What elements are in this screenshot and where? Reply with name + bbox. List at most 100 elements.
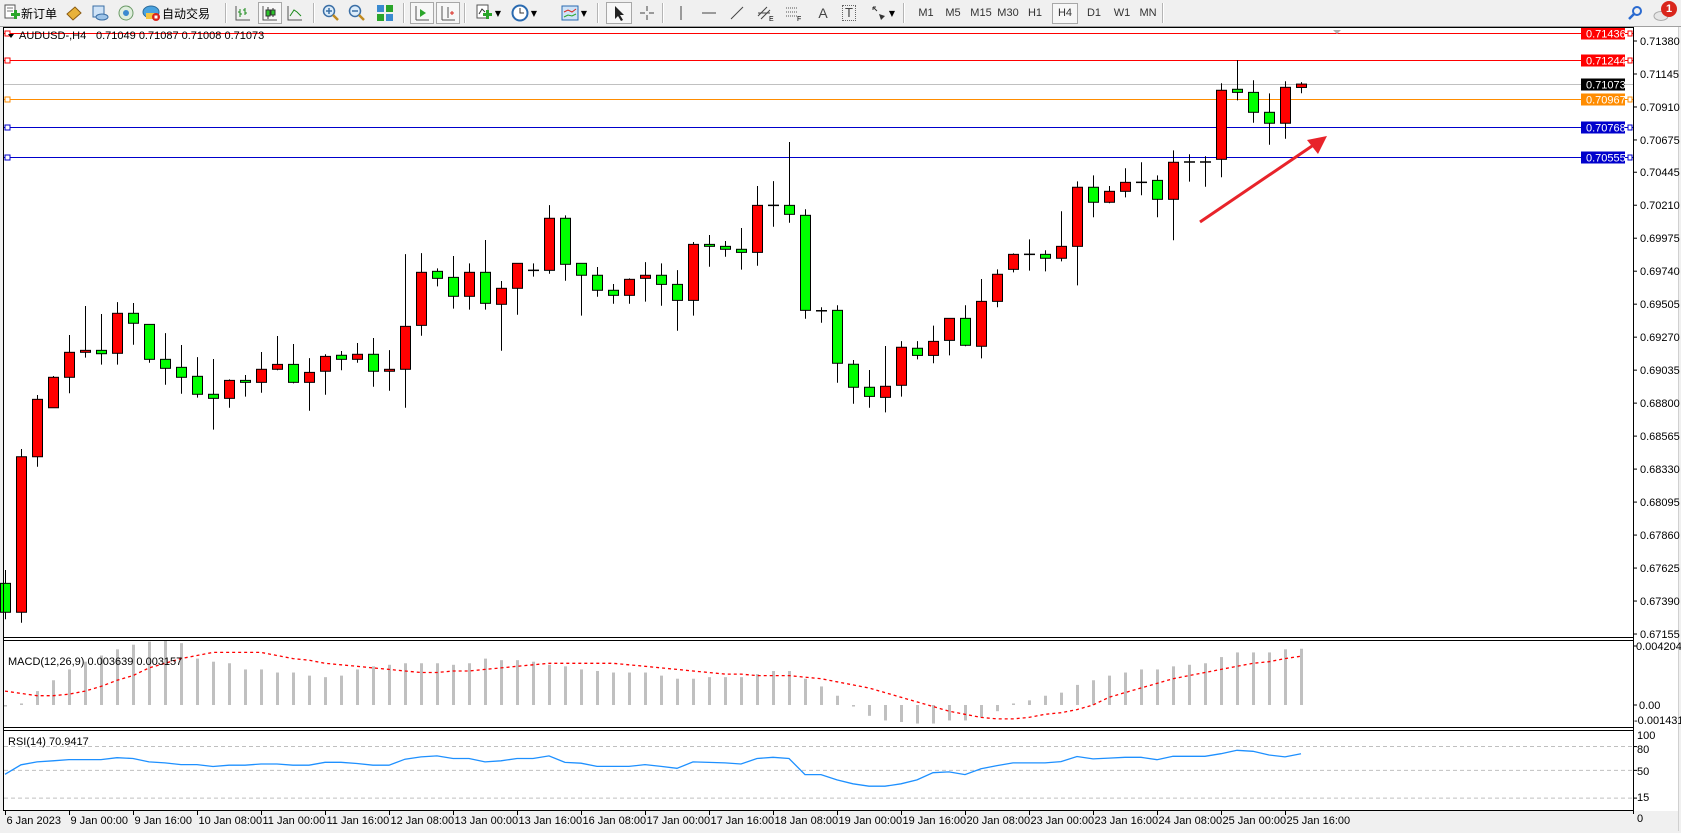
macd-panel[interactable] <box>4 640 1303 724</box>
candle <box>1200 156 1211 187</box>
auto-scroll-button[interactable] <box>410 2 434 24</box>
new-order-button[interactable]: 新订单 <box>3 3 59 23</box>
time-tick-label: 25 Jan 00:00 <box>1223 815 1287 827</box>
zoom-in-button[interactable] <box>320 3 342 23</box>
price-line-label-bg <box>1581 121 1625 134</box>
candle-body-bull <box>896 346 907 386</box>
search-button[interactable] <box>1625 3 1645 23</box>
candle-body-bear <box>432 270 443 279</box>
candle <box>1296 82 1307 94</box>
candle <box>0 570 11 620</box>
candle-body-bear <box>176 366 187 378</box>
templates-dropdown[interactable]: ▼ <box>558 3 590 23</box>
macd-histogram-bar <box>980 705 983 718</box>
candle-body-bear <box>288 363 299 383</box>
candle-body-bull <box>112 312 123 354</box>
main-price-panel[interactable] <box>0 30 1634 623</box>
periods-dropdown[interactable]: ▼ <box>508 3 540 23</box>
current-price-label-bg <box>1581 78 1625 91</box>
indicators-dropdown[interactable]: ▼ <box>472 3 504 23</box>
candle <box>784 142 795 223</box>
price-tick-label: 0.70210 <box>1640 200 1680 212</box>
price-line-label: 0.70967 <box>1586 95 1626 107</box>
period-h4[interactable]: H4 <box>1052 3 1078 24</box>
macd-histogram-bar <box>1172 666 1175 705</box>
period-m30[interactable]: M30 <box>997 7 1019 19</box>
period-w1[interactable]: W1 <box>1113 7 1131 19</box>
candle <box>272 336 283 371</box>
price-tick-label: 0.68095 <box>1640 497 1680 509</box>
crosshair-icon <box>640 6 654 20</box>
candle-body-bull <box>464 271 475 297</box>
price-tick-label: 0.69740 <box>1640 266 1680 278</box>
time-tick-label: 25 Jan 16:00 <box>1287 815 1351 827</box>
vertical-line-tool-button[interactable] <box>670 3 692 23</box>
candle-body-bear <box>864 386 875 397</box>
time-tick-label: 9 Jan 16:00 <box>135 815 193 827</box>
macd-histogram-bar <box>1188 664 1191 705</box>
macd-histogram-bar <box>772 670 775 705</box>
line-chart-button[interactable] <box>284 3 306 23</box>
tile-windows-button[interactable] <box>374 3 396 23</box>
text-label-tool-button[interactable]: T <box>838 3 860 23</box>
macd-histogram-bar <box>548 664 551 705</box>
macd-histogram-bar <box>468 663 471 705</box>
trendline-icon <box>730 6 744 20</box>
period-d1[interactable]: D1 <box>1086 7 1102 19</box>
rsi-axis-0: 0 <box>1637 813 1643 825</box>
candle-body-bear <box>800 214 811 311</box>
macd-histogram-bar <box>1060 692 1063 705</box>
candle <box>1056 211 1067 262</box>
macd-histogram-bar <box>1300 648 1303 705</box>
candle-body-bull <box>320 355 331 372</box>
candle <box>1088 175 1099 218</box>
period-h1[interactable]: H1 <box>1027 7 1043 19</box>
candle <box>112 302 123 365</box>
candle-body-bull <box>16 456 27 613</box>
fibonacci-tool-button[interactable]: F <box>782 3 806 23</box>
macd-histogram-bar <box>948 705 951 721</box>
macd-histogram-bar <box>1156 669 1159 705</box>
candle-body-bear <box>1088 186 1099 203</box>
period-m15[interactable]: M15 <box>970 7 992 19</box>
zoom-out-button[interactable] <box>346 3 368 23</box>
candle-body-bear <box>704 243 715 247</box>
equidistant-channel-tool-button[interactable]: E <box>754 3 778 23</box>
time-tick-label: 20 Jan 08:00 <box>967 815 1031 827</box>
candle <box>1072 181 1083 286</box>
rsi-panel[interactable] <box>4 746 1633 799</box>
crosshair-tool-button[interactable] <box>636 3 658 23</box>
cursor-tool-button[interactable] <box>606 2 632 24</box>
text-tool-button[interactable]: A <box>812 3 834 23</box>
macd-histogram-bar <box>964 705 967 721</box>
price-line-label-bg <box>1581 54 1625 67</box>
chart-menu-triangle-icon[interactable] <box>8 34 14 38</box>
candle <box>48 376 59 409</box>
bar-chart-button[interactable] <box>232 3 254 23</box>
candlestick-chart-button[interactable] <box>258 2 282 24</box>
horizontal-line-tool-button[interactable] <box>698 3 720 23</box>
arrows-dropdown[interactable]: ▼ <box>866 3 898 23</box>
market-watch-button[interactable] <box>64 3 84 23</box>
period-mn[interactable]: MN <box>1139 7 1157 19</box>
navigator-button[interactable] <box>116 3 136 23</box>
period-m5[interactable]: M5 <box>945 7 961 19</box>
macd-histogram-bar <box>196 658 199 705</box>
candle <box>672 270 683 331</box>
zoom-out-icon <box>348 4 365 21</box>
candle-body-bear <box>560 217 571 265</box>
price-tick-label: 0.67860 <box>1640 530 1680 542</box>
candle-body-bull <box>1120 181 1131 192</box>
macd-histogram-bar <box>388 664 391 705</box>
candle-body-bear <box>128 312 139 324</box>
auto-trading-button[interactable]: 自动交易 <box>142 3 216 23</box>
candle-body-bear <box>208 393 219 399</box>
period-m1[interactable]: M1 <box>918 7 934 19</box>
data-window-button[interactable] <box>90 3 110 23</box>
trendline-tool-button[interactable] <box>726 3 748 23</box>
candle <box>976 279 987 359</box>
line-handle-right <box>1627 124 1633 131</box>
chart-shift-button[interactable] <box>436 2 460 24</box>
candle-body-bear <box>1040 253 1051 259</box>
